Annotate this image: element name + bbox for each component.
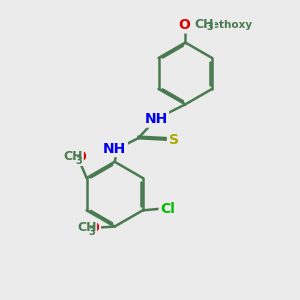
Text: S: S <box>169 133 178 147</box>
Text: O: O <box>88 221 99 235</box>
Text: Cl: Cl <box>160 202 175 216</box>
Text: methoxy: methoxy <box>202 20 253 30</box>
Text: 3: 3 <box>206 22 213 32</box>
Text: 3: 3 <box>88 226 95 237</box>
Text: O: O <box>178 18 190 32</box>
Text: NH: NH <box>144 112 167 126</box>
Text: 3: 3 <box>75 156 82 166</box>
Text: O: O <box>74 150 86 164</box>
Text: CH: CH <box>64 150 83 163</box>
Text: NH: NH <box>103 142 126 155</box>
Text: CH: CH <box>195 18 214 31</box>
Text: CH: CH <box>77 221 97 234</box>
